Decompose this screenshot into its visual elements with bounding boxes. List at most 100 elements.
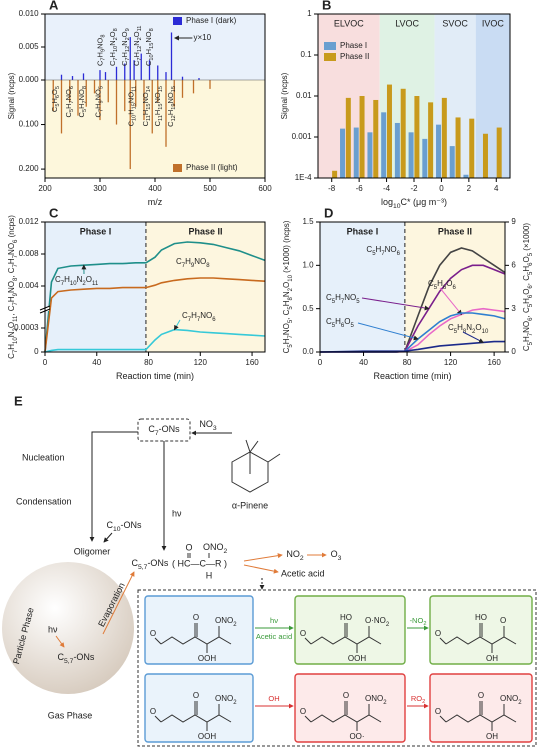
x-tick-label: 500 bbox=[203, 184, 217, 193]
region-label: ELVOC bbox=[334, 18, 364, 28]
series-label: C5H7NO6 bbox=[366, 245, 400, 256]
y-tick-label: 0.0003 bbox=[14, 323, 39, 332]
legend-swatch bbox=[173, 17, 182, 25]
arrow bbox=[243, 564, 279, 574]
c7-label: C7-ONs bbox=[148, 424, 180, 437]
x-tick-label: 80 bbox=[144, 358, 153, 367]
arrow-label: RO2 bbox=[411, 694, 425, 706]
oligomer-label: Oligomer bbox=[74, 546, 111, 556]
annotation: C7H9NO8 bbox=[95, 35, 107, 66]
annotation: C7H10N2O8 bbox=[108, 28, 120, 66]
formula-o: O bbox=[185, 542, 192, 552]
particle-sphere bbox=[2, 562, 134, 694]
arrow bbox=[173, 319, 181, 331]
y-tick-label: 0.5 bbox=[302, 304, 314, 313]
y-tick-label: 0.0 bbox=[302, 347, 314, 356]
lower-background bbox=[45, 80, 265, 178]
plot-frame bbox=[44, 221, 266, 353]
legend-label: Phase I (dark) bbox=[186, 16, 237, 25]
panel-letter: C bbox=[49, 205, 59, 220]
atom-label: O bbox=[150, 629, 156, 638]
arrow bbox=[89, 431, 138, 542]
bar bbox=[345, 97, 351, 178]
bar bbox=[436, 124, 442, 178]
series-label: C5H6O6 bbox=[428, 279, 456, 290]
region-label: LVOC bbox=[395, 18, 419, 28]
molecule-skeleton bbox=[304, 701, 382, 731]
arrow-label: -NO2 bbox=[410, 616, 427, 628]
x-axis-label: m/z bbox=[148, 197, 163, 207]
y-axis-label: C5H7NO5, C5H8N2O10 (×1000) (ncps) bbox=[282, 220, 293, 353]
x-tick-label: 4 bbox=[494, 184, 499, 193]
bar bbox=[373, 99, 379, 178]
arrow bbox=[361, 297, 430, 311]
arrow bbox=[103, 532, 113, 543]
x-tick-label: 160 bbox=[487, 358, 501, 367]
arrow bbox=[243, 553, 283, 562]
annotation: C7H12N2O11 bbox=[132, 26, 144, 66]
arrow-label: Acetic acid bbox=[256, 632, 292, 641]
y-tick-label: 0.200 bbox=[19, 164, 40, 173]
y-tick-label: 1.0 bbox=[302, 260, 314, 269]
y-tick-label: 0.1 bbox=[300, 50, 312, 59]
y-tick-label: 6 bbox=[511, 260, 516, 269]
x-tick-label: 300 bbox=[93, 184, 107, 193]
bar bbox=[455, 117, 461, 178]
x-tick-label: 40 bbox=[359, 358, 368, 367]
arrow bbox=[357, 322, 419, 341]
series-label: C5H7NO5 bbox=[326, 293, 360, 304]
region-label: Phase II bbox=[188, 226, 222, 236]
arrow bbox=[102, 571, 135, 635]
x-axis-label: Reaction time (min) bbox=[373, 371, 451, 381]
y-tick-label: 3 bbox=[511, 304, 516, 313]
bar bbox=[428, 102, 434, 178]
annotation: C7H12N2O9 bbox=[120, 28, 132, 66]
mechanism-box bbox=[429, 673, 533, 743]
c57-particle-label: C5,7-ONs bbox=[58, 652, 95, 665]
c57-label: C5,7-ONs bbox=[132, 558, 169, 571]
mechanism-frame bbox=[137, 589, 537, 747]
x-tick-label: 0 bbox=[43, 358, 48, 367]
data-line bbox=[44, 277, 266, 353]
bar bbox=[394, 122, 400, 178]
bar bbox=[422, 138, 428, 178]
y-tick-label: 9 bbox=[511, 217, 516, 226]
atom-label: O bbox=[300, 707, 306, 716]
region-label: Phase I bbox=[347, 226, 379, 236]
bar bbox=[340, 128, 346, 178]
x-tick-label: -4 bbox=[383, 184, 391, 193]
atom-label: HO bbox=[475, 613, 487, 622]
y-tick-label: 0.001 bbox=[292, 132, 313, 141]
plot-frame bbox=[319, 221, 506, 353]
bar bbox=[441, 97, 447, 178]
atom-label: OH bbox=[486, 654, 498, 663]
annotation: C12H19NO15 bbox=[166, 86, 178, 127]
panel-letter: A bbox=[49, 0, 59, 12]
arrow bbox=[439, 287, 462, 316]
data-line bbox=[44, 328, 266, 353]
y-tick-label: 0 bbox=[34, 347, 39, 356]
annotation: C10H15NO8 bbox=[144, 28, 156, 66]
legend-swatch bbox=[173, 164, 182, 172]
atom-label: OO· bbox=[349, 732, 364, 741]
c10-label: C10-ONs bbox=[106, 520, 142, 533]
y-tick-label: 0.008 bbox=[19, 249, 40, 258]
x-tick-label: 400 bbox=[148, 184, 162, 193]
y-tick-label: 0.010 bbox=[19, 9, 40, 18]
y-axis-label: C7H10N2O11, C7H9NO8, C7H7NO6 (ncps) bbox=[7, 215, 18, 359]
annotation: y×10 bbox=[194, 33, 212, 42]
atom-label: O·NO2 bbox=[365, 616, 390, 627]
region-label: IVOC bbox=[482, 18, 505, 28]
bar bbox=[359, 96, 365, 178]
x-tick-label: 600 bbox=[258, 184, 272, 193]
x-tick-label: 0 bbox=[439, 184, 444, 193]
y-tick-label: 0.004 bbox=[19, 281, 40, 290]
bar bbox=[449, 146, 455, 178]
formula-ono2: ONO2 bbox=[203, 542, 228, 555]
y-tick-label: 0.01 bbox=[296, 91, 312, 100]
panel-e: E C7-ONs NO3 α-Pinene Nucleation Condens… bbox=[2, 393, 537, 747]
atom-label: O bbox=[500, 616, 506, 625]
nucleation-label: Nucleation bbox=[22, 452, 65, 462]
